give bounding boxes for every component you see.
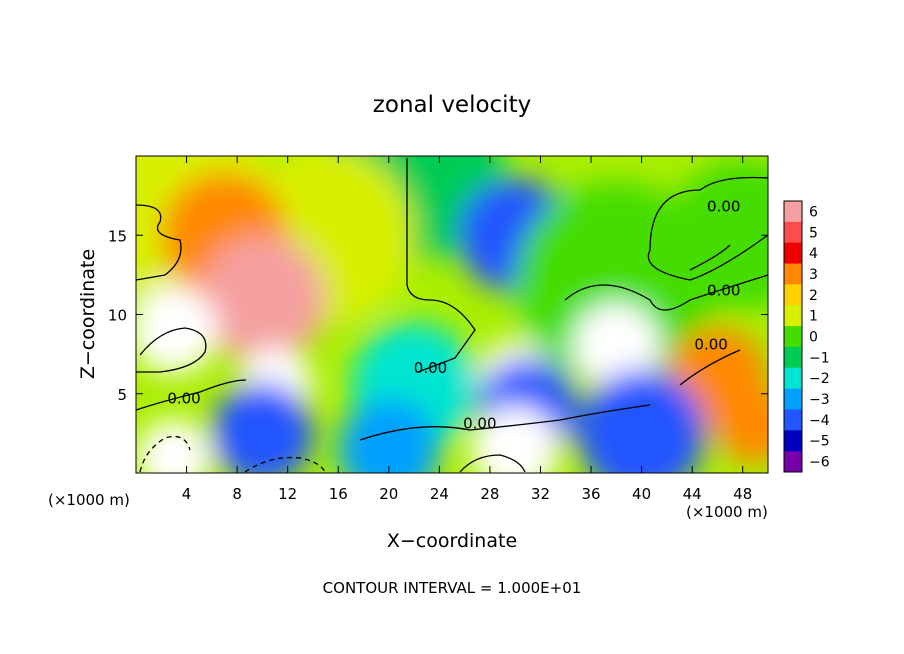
zero-contour-line bbox=[564, 274, 768, 311]
zero-contour-line bbox=[136, 204, 182, 281]
x-tick-label: 36 bbox=[581, 485, 600, 503]
colorbar-label: −2 bbox=[809, 371, 830, 387]
colorbar-swatch bbox=[784, 305, 802, 327]
zero-contour-line bbox=[136, 327, 207, 373]
colorbar-label: 1 bbox=[809, 309, 818, 325]
zero-contour-line bbox=[689, 244, 731, 271]
velocity-region bbox=[515, 181, 718, 384]
x-tick-label: 32 bbox=[531, 485, 550, 503]
plot-area: 0.000.000.000.000.000.00 4 8 12 16 20 24 28 32 3… bbox=[108, 155, 769, 503]
negative-contour-line bbox=[244, 456, 326, 473]
colorbar-swatch bbox=[784, 326, 802, 348]
contour-value-label: 0.00 bbox=[414, 359, 447, 377]
velocity-region bbox=[470, 404, 560, 473]
velocity-region bbox=[578, 370, 705, 473]
zero-contour-line bbox=[406, 158, 476, 373]
velocity-region bbox=[717, 387, 768, 464]
colorbar-swatch bbox=[784, 242, 802, 265]
y-tick-label: 5 bbox=[117, 386, 127, 404]
colorbar-swatch bbox=[784, 284, 802, 306]
x-tick-label: 12 bbox=[278, 485, 297, 503]
x-tick-label: 4 bbox=[182, 485, 192, 503]
colorbar-swatch bbox=[784, 346, 802, 369]
velocity-region bbox=[338, 398, 440, 473]
colorbar-swatch bbox=[784, 409, 802, 431]
velocity-region bbox=[211, 382, 313, 473]
velocity-region bbox=[572, 301, 661, 391]
x-tick-label: 24 bbox=[430, 485, 449, 503]
contour-value-label: 0.00 bbox=[707, 281, 740, 299]
x-units-label-right: (×1000 m) bbox=[686, 503, 768, 521]
colorbar-frame bbox=[783, 200, 803, 473]
x-tick-label: 48 bbox=[733, 485, 752, 503]
colorbar-label: 5 bbox=[809, 225, 818, 241]
velocity-region bbox=[136, 419, 212, 473]
y-axis-label: Z−coordinate bbox=[77, 249, 99, 379]
contour-interval-note: CONTOUR INTERVAL = 1.000E+01 bbox=[323, 579, 582, 597]
colorbar-swatch bbox=[784, 388, 802, 410]
velocity-field: 0.00 0.00 0.00 0.00 0.00 0.00 bbox=[136, 156, 768, 473]
x-tick-label: 8 bbox=[232, 485, 242, 503]
colorbar-label: −4 bbox=[809, 413, 830, 429]
velocity-region bbox=[199, 235, 326, 362]
x-tick-label: 16 bbox=[329, 485, 348, 503]
colorbar: 6 5 4 3 2 1 0 −1 −2 −3 −4 −5 −6 bbox=[783, 200, 830, 473]
contour-value-label: 0.00 bbox=[463, 415, 496, 433]
y-tick-label: 15 bbox=[108, 227, 127, 245]
zero-contour-line bbox=[359, 404, 651, 441]
x-tick-label: 40 bbox=[632, 485, 651, 503]
colorbar-label: −6 bbox=[809, 455, 830, 471]
velocity-region bbox=[136, 286, 219, 375]
colorbar-swatch bbox=[784, 451, 802, 473]
contour-value-label: 0.00 bbox=[167, 389, 200, 407]
x-tick-label: 20 bbox=[379, 485, 398, 503]
contour-value-label: 0.00 bbox=[694, 335, 727, 353]
colorbar-swatch bbox=[784, 430, 802, 452]
x-units-label-left: (×1000 m) bbox=[48, 491, 130, 509]
zero-contour-line bbox=[647, 176, 768, 281]
colorbar-swatch bbox=[784, 201, 802, 223]
contour-line bbox=[459, 454, 526, 473]
colorbar-label: −5 bbox=[809, 434, 830, 450]
contour-value-label: 0.00 bbox=[707, 197, 740, 215]
zero-contour-line bbox=[679, 349, 741, 386]
chart-title: zonal velocity bbox=[373, 92, 531, 118]
colorbar-swatch bbox=[784, 263, 802, 285]
colorbar-swatch bbox=[784, 221, 802, 244]
x-axis-label: X−coordinate bbox=[387, 530, 517, 552]
zero-contour-line bbox=[136, 379, 247, 411]
colorbar-label: 2 bbox=[809, 288, 818, 304]
velocity-region bbox=[666, 159, 768, 312]
colorbar-label: −3 bbox=[809, 392, 830, 408]
colorbar-label: 6 bbox=[809, 204, 818, 220]
y-tick-label: 10 bbox=[108, 307, 127, 325]
x-tick-label: 44 bbox=[683, 485, 702, 503]
colorbar-label: −1 bbox=[809, 350, 830, 366]
colorbar-label: 0 bbox=[809, 330, 818, 346]
colorbar-label: 3 bbox=[809, 267, 818, 283]
colorbar-swatch bbox=[784, 367, 802, 390]
colorbar-label: 4 bbox=[809, 246, 818, 262]
negative-contour-line bbox=[139, 435, 191, 473]
x-tick-label: 28 bbox=[480, 485, 499, 503]
